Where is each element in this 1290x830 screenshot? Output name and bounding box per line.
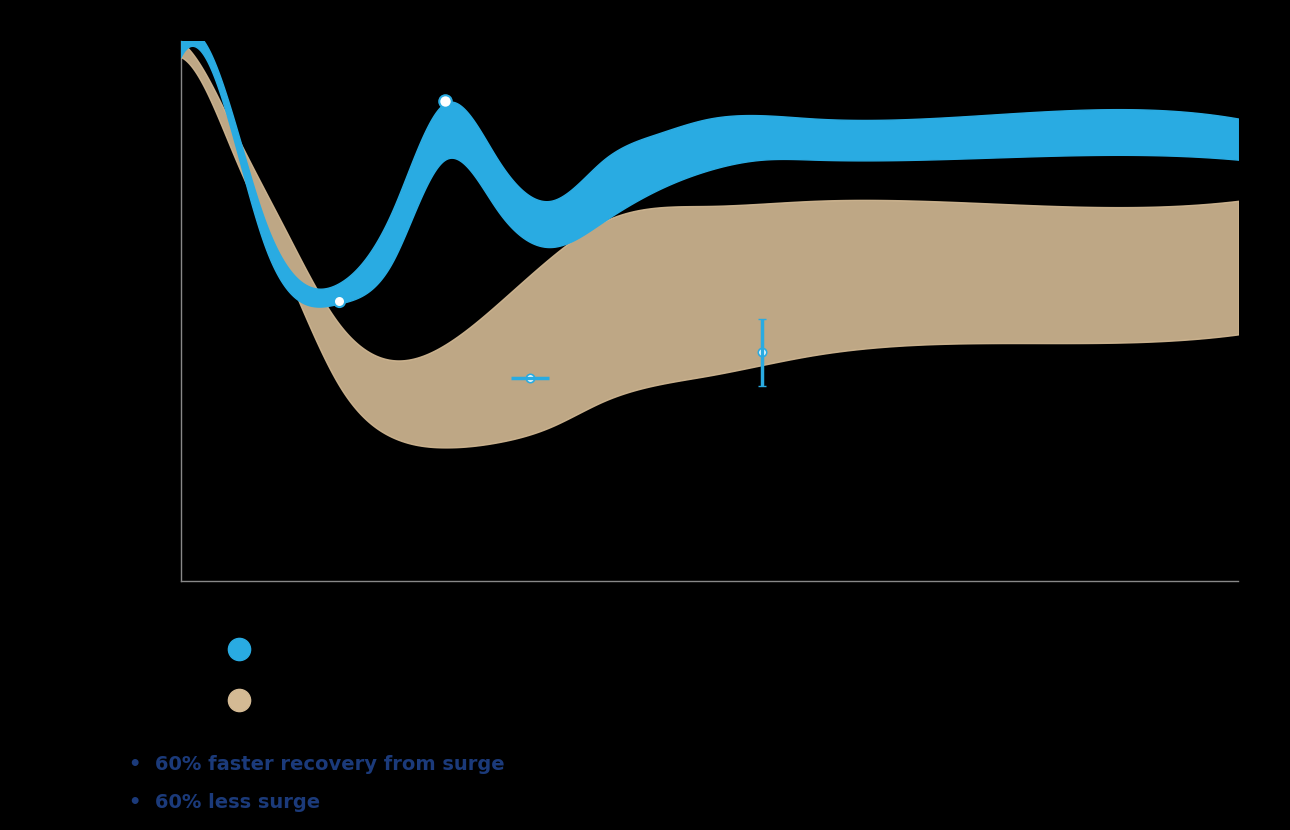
- Text: •  60% faster recovery from surge: • 60% faster recovery from surge: [129, 755, 504, 774]
- Text: •  60% less surge: • 60% less surge: [129, 793, 320, 812]
